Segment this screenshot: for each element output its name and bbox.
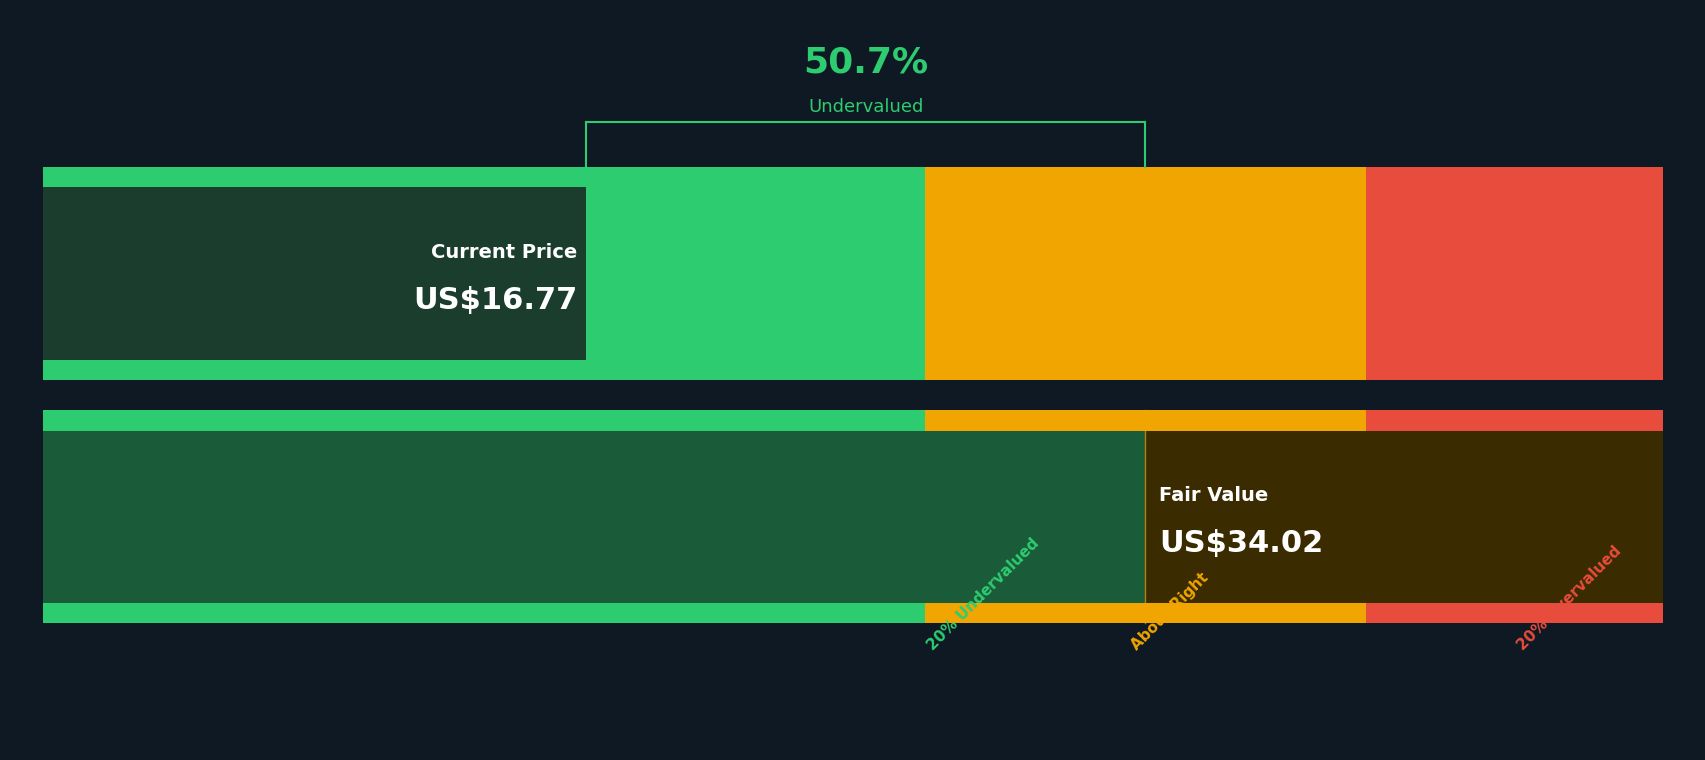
- Text: 20% Undervalued: 20% Undervalued: [924, 535, 1042, 653]
- Text: 50.7%: 50.7%: [803, 46, 928, 80]
- Text: About Right: About Right: [1127, 570, 1211, 653]
- Text: Undervalued: Undervalued: [808, 97, 922, 116]
- Bar: [43, 188, 587, 359]
- Bar: [1144, 431, 1366, 603]
- Bar: [1366, 410, 1662, 431]
- Bar: [924, 410, 1366, 431]
- Bar: [924, 167, 1366, 380]
- Bar: [43, 431, 1144, 603]
- Bar: [43, 410, 924, 431]
- Text: Fair Value: Fair Value: [1158, 486, 1267, 505]
- Bar: [1366, 431, 1662, 603]
- Bar: [43, 167, 924, 380]
- Bar: [1366, 167, 1662, 380]
- Text: US$34.02: US$34.02: [1158, 529, 1323, 558]
- Text: US$16.77: US$16.77: [413, 286, 578, 315]
- Bar: [924, 603, 1366, 623]
- Bar: [43, 603, 924, 623]
- Bar: [1144, 431, 1662, 603]
- Text: Current Price: Current Price: [431, 242, 578, 261]
- Bar: [1366, 603, 1662, 623]
- Text: 20% Overvalued: 20% Overvalued: [1514, 543, 1623, 653]
